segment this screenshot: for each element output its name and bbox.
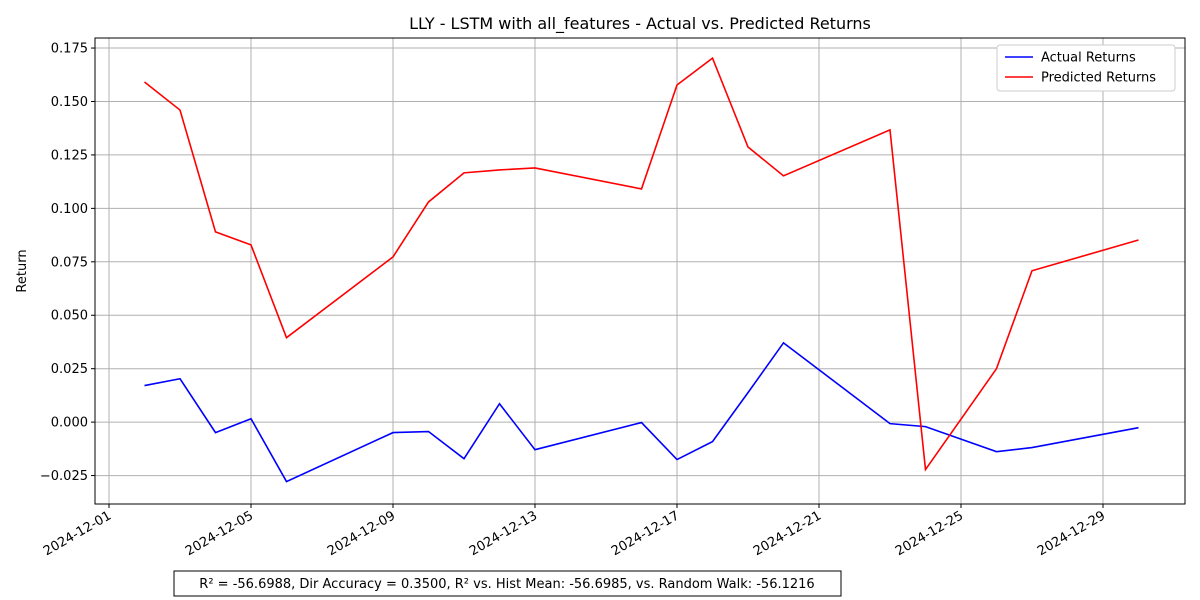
annotation-box [173, 570, 842, 597]
legend-label: Predicted Returns [1041, 71, 1156, 86]
x-tick-label: 2024-12-05 [183, 508, 256, 559]
plot-frame [94, 37, 1186, 505]
series-line [144, 341, 1139, 483]
legend-box [996, 44, 1176, 92]
y-tick-label: 0.050 [51, 309, 88, 324]
x-tick-label: 2024-12-25 [893, 508, 966, 559]
y-tick-label: 0.175 [51, 42, 88, 57]
annotation: R² = -56.6988, Dir Accuracy = 0.3500, R²… [199, 577, 814, 592]
x-tick-label: 2024-12-01 [41, 508, 114, 559]
y-axis-label: Return [15, 249, 30, 292]
y-tick-label: 0.125 [51, 148, 88, 163]
y-tick-label: 0.025 [51, 362, 88, 377]
x-tick-label: 2024-12-13 [467, 508, 540, 559]
x-tick-label: 2024-12-21 [751, 508, 824, 559]
x-tick-label: 2024-12-17 [609, 508, 682, 559]
y-tick-label: 0.100 [51, 202, 88, 217]
series-line [144, 56, 1139, 472]
y-tick-label: 0.150 [51, 95, 88, 110]
y-tick-label: −0.025 [40, 469, 88, 484]
y-tick-label: 0.075 [51, 255, 88, 270]
x-tick-label: 2024-12-09 [325, 508, 398, 559]
y-tick-label: 0.000 [51, 416, 88, 431]
x-tick-label: 2024-12-29 [1035, 508, 1108, 559]
legend-label: Actual Returns [1041, 51, 1136, 66]
chart-title: LLY - LSTM with all_features - Actual vs… [409, 14, 871, 34]
